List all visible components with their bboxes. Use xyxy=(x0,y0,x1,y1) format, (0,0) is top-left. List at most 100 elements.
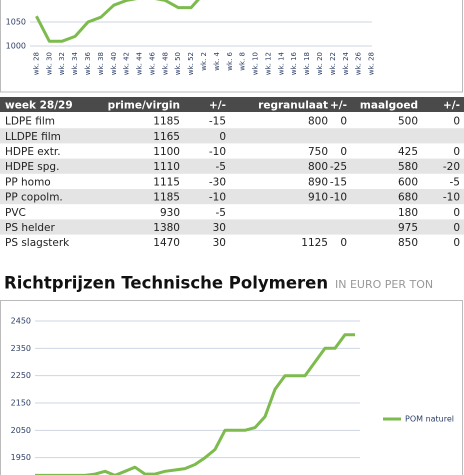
x-tick-label: wk. 50 xyxy=(174,52,182,75)
table-cell: 0 xyxy=(453,146,460,158)
table-cell: 30 xyxy=(213,237,226,249)
table-header-cell: regranulaat xyxy=(258,100,328,112)
table-header-cell: maalgoed xyxy=(360,100,418,112)
table-cell: 1185 xyxy=(153,192,180,204)
table-cell: LLDPE film xyxy=(5,131,61,143)
table-cell: 1110 xyxy=(153,161,180,173)
table-cell: -5 xyxy=(216,161,226,173)
section-unit: IN EURO PER TON xyxy=(335,278,433,291)
table-cell: PS slagsterk xyxy=(5,237,70,249)
y-tick-label: 2450 xyxy=(11,317,31,326)
data-line xyxy=(35,333,355,475)
table-header-bg xyxy=(0,97,464,112)
table-row-bg xyxy=(0,128,464,144)
table-cell: -5 xyxy=(216,207,226,219)
x-tick-label: wk. 12 xyxy=(264,52,272,75)
table-cell: -20 xyxy=(443,161,460,173)
y-tick-label: 1950 xyxy=(11,453,31,462)
table-cell: 750 xyxy=(308,146,328,158)
chart-frame xyxy=(0,300,463,475)
table-row-bg xyxy=(0,219,464,235)
x-tick-label: wk. 22 xyxy=(329,52,337,75)
table-cell: PP homo xyxy=(5,176,51,188)
table-cell: 1380 xyxy=(153,222,180,234)
table-cell: -10 xyxy=(209,146,226,158)
table-cell: -15 xyxy=(330,176,347,188)
x-tick-label: wk. 28 xyxy=(32,52,40,75)
table-cell: 425 xyxy=(398,146,418,158)
table-cell: 850 xyxy=(398,237,418,249)
x-tick-label: wk. 10 xyxy=(252,52,260,75)
table-cell: 580 xyxy=(398,161,418,173)
table-cell: 1125 xyxy=(301,237,328,249)
x-tick-label: wk. 32 xyxy=(58,52,66,75)
table-cell: 890 xyxy=(308,176,328,188)
table-cell: -10 xyxy=(443,192,460,204)
table-cell: 1165 xyxy=(153,131,180,143)
table-cell: 1470 xyxy=(153,237,180,249)
x-tick-label: wk. 18 xyxy=(303,52,311,75)
table-cell: LDPE film xyxy=(5,116,55,128)
table-cell: 0 xyxy=(219,131,226,143)
x-tick-label: wk. 24 xyxy=(342,51,350,75)
table-cell: PP copolm. xyxy=(5,192,63,204)
x-tick-label: wk. 28 xyxy=(368,52,376,75)
x-tick-label: wk. 38 xyxy=(97,52,105,75)
table-cell: PVC xyxy=(5,207,26,219)
x-tick-label: wk. 44 xyxy=(136,51,144,75)
legend-label: POM naturel xyxy=(405,415,454,424)
x-tick-label: wk. 48 xyxy=(161,52,169,75)
table-cell: HDPE extr. xyxy=(5,146,61,158)
x-tick-label: wk. 52 xyxy=(187,52,195,75)
table-cell: 930 xyxy=(160,207,180,219)
table-cell: -25 xyxy=(330,161,347,173)
table-cell: 910 xyxy=(308,192,328,204)
x-tick-label: wk. 4 xyxy=(213,51,221,70)
table-header-cell: week 28/29 xyxy=(5,100,73,112)
table-header-cell: +/- xyxy=(443,100,460,112)
table-cell: 1100 xyxy=(153,146,180,158)
table-cell: 0 xyxy=(340,237,347,249)
table-cell: 30 xyxy=(213,222,226,234)
chart-frame xyxy=(0,0,463,93)
y-tick-label: 2250 xyxy=(11,371,31,380)
x-tick-label: wk. 14 xyxy=(277,51,285,75)
table-cell: 1115 xyxy=(153,176,180,188)
table-cell: 800 xyxy=(308,116,328,128)
table-cell: -10 xyxy=(209,192,226,204)
table-row-bg xyxy=(0,189,464,205)
table-cell: 600 xyxy=(398,176,418,188)
table-cell: 680 xyxy=(398,192,418,204)
table-cell: PS helder xyxy=(5,222,55,234)
y-tick-label: 1000 xyxy=(6,42,26,51)
x-tick-label: wk. 16 xyxy=(290,51,298,75)
table-cell: 0 xyxy=(453,222,460,234)
table-cell: 800 xyxy=(308,161,328,173)
table-cell: 0 xyxy=(453,237,460,249)
x-tick-label: wk. 36 xyxy=(84,51,92,75)
x-tick-label: wk. 20 xyxy=(316,52,324,75)
table-cell: HDPE spg. xyxy=(5,161,59,173)
table-header-cell: +/- xyxy=(330,100,347,112)
x-tick-label: wk. 6 xyxy=(226,51,234,70)
x-tick-label: wk. 34 xyxy=(71,51,79,75)
table-cell: 0 xyxy=(453,207,460,219)
x-tick-label: wk. 8 xyxy=(239,52,247,71)
table-cell: -30 xyxy=(209,176,226,188)
x-tick-label: wk. 46 xyxy=(148,51,156,75)
table-row-bg xyxy=(0,158,464,174)
y-tick-label: 2150 xyxy=(11,399,31,408)
table-cell: -15 xyxy=(209,116,226,128)
x-tick-label: wk. 30 xyxy=(45,52,53,75)
table-cell: 0 xyxy=(453,116,460,128)
table-cell: -10 xyxy=(330,192,347,204)
x-tick-label: wk. 2 xyxy=(200,52,208,71)
y-tick-label: 1050 xyxy=(6,18,26,27)
table-cell: 500 xyxy=(398,116,418,128)
x-tick-label: wk. 42 xyxy=(123,52,131,75)
table-cell: 975 xyxy=(398,222,418,234)
table-cell: -5 xyxy=(450,176,460,188)
y-tick-label: 2350 xyxy=(11,344,31,353)
